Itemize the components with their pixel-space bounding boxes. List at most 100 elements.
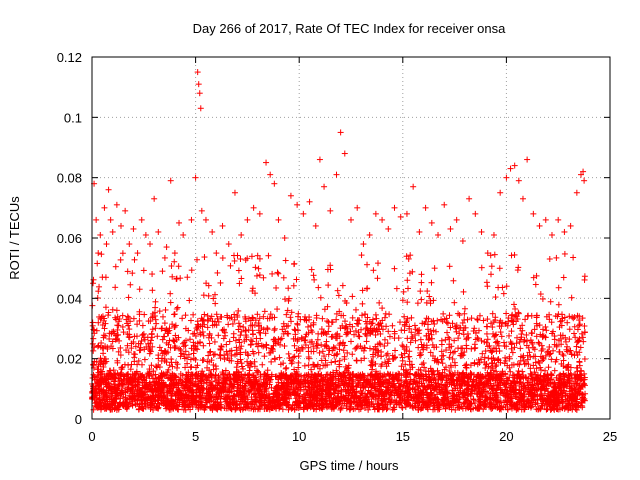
data-point [310,343,317,350]
data-point [102,304,109,311]
data-point [201,254,208,261]
data-point [453,328,460,335]
data-point [131,256,138,263]
data-point [553,254,560,261]
data-point [152,304,159,311]
data-point [138,338,145,345]
data-point [159,336,166,343]
data-point [294,321,301,328]
data-point [485,355,492,362]
data-point [414,300,421,307]
data-point [438,341,445,348]
data-point [564,319,571,326]
data-point [512,305,519,312]
data-point [503,283,510,290]
data-point [404,277,411,284]
data-point [456,330,463,337]
data-point [450,277,457,284]
data-point [483,330,490,337]
data-point [112,263,119,270]
data-point [90,362,97,369]
data-point [543,313,550,320]
data-point [200,342,207,349]
data-point [363,338,370,345]
data-point [501,342,508,349]
data-point [149,271,156,278]
data-point [313,312,320,319]
data-point [319,348,326,355]
data-point [227,262,234,269]
data-point [90,326,97,333]
data-point [431,265,438,272]
data-point [503,310,510,317]
data-point [174,361,181,368]
data-point [446,354,453,361]
data-point [424,288,431,295]
data-point [179,315,186,322]
data-point [498,333,505,340]
data-point [389,322,396,329]
data-point [547,298,554,305]
data-point [235,267,242,274]
data-point [132,343,139,350]
data-point [94,260,101,267]
data-point [156,344,163,351]
data-point [460,288,467,295]
data-point [281,343,288,350]
data-point [105,309,112,316]
data-point [325,328,332,335]
data-point [130,315,137,322]
data-point [173,364,180,371]
data-point [282,365,289,372]
data-point [197,329,204,336]
data-point [372,360,379,367]
data-point [200,292,207,299]
data-point [439,360,446,367]
data-point [187,364,194,371]
data-point [187,317,194,324]
data-point [168,262,175,269]
data-point [426,293,433,300]
data-point [411,322,418,329]
data-point [464,316,471,323]
data-point [489,310,496,317]
data-point [287,314,294,321]
data-point [127,281,134,288]
data-point [170,337,177,344]
data-point [491,251,498,258]
data-point [484,316,491,323]
data-point [187,336,194,343]
data-point [220,335,227,342]
data-point [566,326,573,333]
data-point [555,284,562,291]
data-point [370,267,377,274]
data-point [217,279,224,286]
data-point [478,264,485,271]
data-point [535,358,542,365]
data-point [288,405,295,412]
data-point [295,310,302,317]
data-point [188,363,195,370]
data-point [418,271,425,278]
data-point [540,326,547,333]
data-point [364,261,371,268]
data-point [205,292,212,299]
data-point [288,318,295,325]
data-point [112,284,119,291]
data-point [139,322,146,329]
data-point [321,306,328,313]
data-point [386,333,393,340]
data-point [440,352,447,359]
data-point [98,251,105,258]
data-point [546,255,553,262]
data-point [162,306,169,313]
data-point [568,294,575,301]
data-point [434,367,441,374]
data-point [449,355,456,362]
data-point [282,257,289,264]
data-point [340,347,347,354]
data-point [249,314,256,321]
data-point [581,273,588,280]
data-point [381,314,388,321]
data-point [488,263,495,270]
